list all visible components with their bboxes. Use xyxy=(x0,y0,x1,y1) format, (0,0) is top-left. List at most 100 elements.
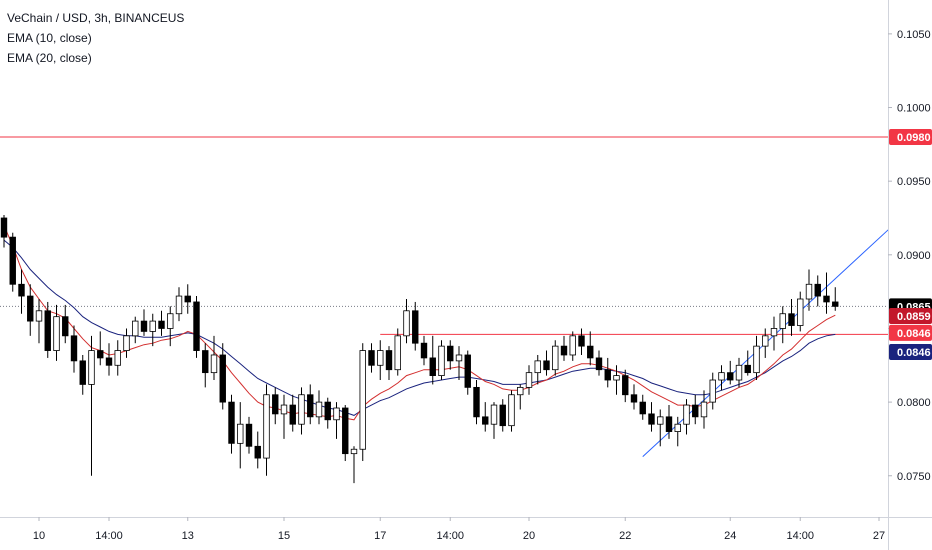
x-tick-label: 14:00 xyxy=(786,530,814,542)
candle-up xyxy=(674,423,681,432)
candle-down xyxy=(219,354,226,403)
candle-up xyxy=(735,364,743,381)
candle-up xyxy=(35,310,43,322)
candle-down xyxy=(228,401,235,444)
candle-up xyxy=(805,283,813,300)
candle-down xyxy=(622,375,629,396)
y-tick-label: 0.0800 xyxy=(897,397,931,409)
candle-down xyxy=(420,342,428,359)
candle-down xyxy=(18,283,25,297)
candle-up xyxy=(709,379,716,403)
x-tick-label: 15 xyxy=(278,530,290,542)
support-price-badge-bg xyxy=(889,324,932,341)
candle-down xyxy=(429,357,436,376)
ema10-price-badge-bg xyxy=(889,307,932,324)
y-tick-label: 0.1000 xyxy=(897,103,931,115)
candle-up xyxy=(175,295,183,315)
candle-up xyxy=(263,394,270,459)
candle-down xyxy=(727,372,734,381)
ascending-trendline[interactable] xyxy=(642,93,932,457)
candle-up xyxy=(114,350,121,366)
candle-up xyxy=(753,345,760,374)
candle-up xyxy=(779,313,786,329)
ema20-indicator-label[interactable]: EMA (20, close) xyxy=(7,51,92,65)
candle-up xyxy=(123,335,130,351)
candle-down xyxy=(788,313,795,326)
candle-down xyxy=(140,320,148,332)
candle-up xyxy=(762,335,769,347)
candle-down xyxy=(464,354,471,388)
candle-down xyxy=(692,404,699,418)
candle-up xyxy=(298,394,305,425)
candle-up xyxy=(280,404,288,415)
chart-legend: VeChain / USD, 3h, BINANCEUS EMA (10, cl… xyxy=(7,8,184,68)
x-tick-label: 14:00 xyxy=(95,530,123,542)
ema20-line xyxy=(3,239,836,416)
y-tick-label: 0.1050 xyxy=(897,29,931,41)
candle-up xyxy=(53,316,60,351)
x-tick-label: 17 xyxy=(374,530,386,542)
support-price-badge: 0.0846 xyxy=(897,328,931,340)
candle-down xyxy=(578,335,585,347)
candle-down xyxy=(648,413,655,425)
candle-down xyxy=(412,310,419,344)
candle-up xyxy=(552,345,559,371)
candle-down xyxy=(0,217,8,238)
price-axis-bg xyxy=(889,0,932,517)
x-tick-label: 27 xyxy=(873,530,885,542)
candle-down xyxy=(543,360,550,371)
candle-down xyxy=(324,401,331,421)
candle-down xyxy=(27,295,34,322)
candle-up xyxy=(403,310,410,337)
candle-up xyxy=(508,394,515,427)
candle-down xyxy=(184,295,191,303)
ema10-indicator-label[interactable]: EMA (10, close) xyxy=(7,31,92,45)
candle-down xyxy=(105,357,113,366)
candle-up xyxy=(394,335,401,371)
candle-up xyxy=(613,375,620,381)
x-tick-label: 13 xyxy=(182,530,194,542)
candle-down xyxy=(447,345,454,362)
candle-up xyxy=(525,372,533,388)
resistance-price-badge-bg xyxy=(889,128,932,145)
candle-up xyxy=(770,328,778,337)
candle-down xyxy=(254,445,261,459)
y-tick-label: 0.0750 xyxy=(897,471,931,483)
candle-up xyxy=(333,407,340,421)
candle-down xyxy=(272,394,279,415)
x-tick-label: 14:00 xyxy=(436,530,464,542)
candle-up xyxy=(517,386,524,396)
candle-down xyxy=(604,369,611,381)
candle-down xyxy=(832,301,839,307)
candle-up xyxy=(797,298,804,326)
candle-down xyxy=(823,295,830,303)
candle-up xyxy=(438,345,445,376)
candle-down xyxy=(665,416,673,432)
candle-up xyxy=(315,401,323,418)
candle-up xyxy=(657,416,664,425)
candle-down xyxy=(79,360,86,385)
candle-down xyxy=(560,345,568,356)
candle-up xyxy=(569,335,576,356)
y-tick-label: 0.0950 xyxy=(897,176,931,188)
ema20-price-badge: 0.0846 xyxy=(897,347,931,359)
candle-down xyxy=(202,350,209,374)
candle-up xyxy=(88,350,95,385)
candle-down xyxy=(385,350,393,371)
candle-down xyxy=(639,401,646,415)
candle-down xyxy=(744,364,751,374)
candle-down xyxy=(44,310,51,351)
candle-down xyxy=(587,345,594,359)
candle-up xyxy=(455,354,463,362)
candle-up xyxy=(718,372,725,381)
candle-up xyxy=(490,404,498,425)
candle-up xyxy=(534,360,541,374)
candle-down xyxy=(630,394,638,403)
candle-up xyxy=(237,423,244,444)
candle-down xyxy=(97,350,104,359)
ema20-price-badge-bg xyxy=(889,344,932,361)
candle-down xyxy=(307,394,314,418)
x-tick-label: 22 xyxy=(619,530,631,542)
symbol-title: VeChain / USD, 3h, BINANCEUS xyxy=(7,11,185,25)
